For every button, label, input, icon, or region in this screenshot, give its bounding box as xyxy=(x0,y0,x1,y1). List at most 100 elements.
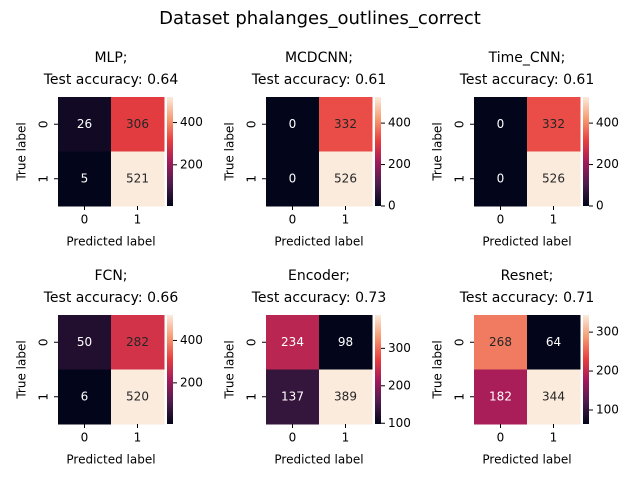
colorbar-tick-label: 200 xyxy=(388,157,411,171)
subplot-title: Test accuracy: 0.61 xyxy=(251,72,387,88)
colorbar-tick-label: 200 xyxy=(388,378,411,392)
x-axis-label: Predicted label xyxy=(66,453,155,467)
figure-title: Dataset phalanges_outlines_correct xyxy=(159,8,481,29)
colorbar-tick-label: 0 xyxy=(388,199,396,213)
subplot-title: Time_CNN; xyxy=(488,50,566,66)
heatmap-cell xyxy=(474,315,528,370)
y-tick-label: 0 xyxy=(245,120,259,128)
colorbar xyxy=(167,97,173,206)
heatmap-cell xyxy=(266,369,320,425)
cell-label: 64 xyxy=(546,335,561,349)
x-axis-label: Predicted label xyxy=(482,235,571,249)
cell-label: 526 xyxy=(334,171,357,185)
colorbar-tick-label: 300 xyxy=(388,341,411,355)
colorbar-tick-label: 200 xyxy=(596,364,619,378)
cell-label: 520 xyxy=(126,389,149,403)
y-axis-label: True label xyxy=(431,122,445,181)
heatmap-cell xyxy=(111,97,165,152)
x-tick-label: 0 xyxy=(289,431,297,445)
heatmap-cell xyxy=(527,151,581,207)
colorbar xyxy=(167,315,173,424)
heatmap-cell xyxy=(527,315,581,370)
cell-label: 282 xyxy=(126,335,149,349)
heatmap-cell xyxy=(111,315,165,370)
cell-label: 26 xyxy=(77,117,92,131)
y-tick-label: 1 xyxy=(453,393,467,401)
y-tick-label: 1 xyxy=(245,175,259,183)
x-axis-label: Predicted label xyxy=(274,453,363,467)
colorbar xyxy=(583,315,589,424)
subplot-title: Test accuracy: 0.71 xyxy=(459,290,595,306)
x-tick-label: 1 xyxy=(134,431,142,445)
y-tick-label: 0 xyxy=(453,338,467,346)
cell-label: 0 xyxy=(497,117,505,131)
x-tick-label: 1 xyxy=(550,431,558,445)
cell-label: 137 xyxy=(281,389,304,403)
cell-label: 0 xyxy=(289,171,297,185)
colorbar-tick-label: 200 xyxy=(596,157,619,171)
subplot-title: Test accuracy: 0.73 xyxy=(251,290,387,306)
colorbar xyxy=(583,97,589,206)
y-axis-label: True label xyxy=(15,340,29,399)
cell-label: 50 xyxy=(77,335,92,349)
subplot-title: Test accuracy: 0.61 xyxy=(459,72,595,88)
cell-label: 389 xyxy=(334,389,357,403)
heatmap-cell xyxy=(111,369,165,425)
colorbar-tick-label: 400 xyxy=(596,116,619,130)
y-tick-label: 0 xyxy=(245,338,259,346)
cell-label: 306 xyxy=(126,117,149,131)
colorbar xyxy=(375,315,381,424)
cell-label: 5 xyxy=(81,171,89,185)
cell-label: 332 xyxy=(542,117,565,131)
x-axis-label: Predicted label xyxy=(482,453,571,467)
heatmap-cell xyxy=(527,97,581,152)
cell-label: 182 xyxy=(489,389,512,403)
heatmap-cell xyxy=(527,369,581,425)
y-tick-label: 1 xyxy=(37,175,51,183)
cell-label: 6 xyxy=(81,389,89,403)
heatmap-cell xyxy=(58,97,112,152)
colorbar-tick-label: 400 xyxy=(180,115,203,129)
cell-label: 521 xyxy=(126,171,149,185)
x-axis-label: Predicted label xyxy=(274,235,363,249)
x-tick-label: 1 xyxy=(342,431,350,445)
heatmap-cell xyxy=(58,315,112,370)
heatmap-cell xyxy=(58,369,112,425)
y-axis-label: True label xyxy=(223,122,237,181)
y-tick-label: 1 xyxy=(37,393,51,401)
cell-label: 332 xyxy=(334,117,357,131)
subplot-title: FCN; xyxy=(94,268,127,284)
heatmap-cell xyxy=(319,151,373,207)
colorbar-tick-label: 300 xyxy=(596,325,619,339)
heatmap-cell xyxy=(266,97,320,152)
heatmap-cell xyxy=(319,97,373,152)
heatmap-cell xyxy=(474,151,528,207)
x-tick-label: 0 xyxy=(81,213,89,227)
y-axis-label: True label xyxy=(431,340,445,399)
x-axis-label: Predicted label xyxy=(66,235,155,249)
colorbar-tick-label: 200 xyxy=(180,375,203,389)
heatmap-cell xyxy=(111,151,165,207)
cell-label: 98 xyxy=(338,335,353,349)
subplot-title: Encoder; xyxy=(288,268,350,284)
subplot-title: Test accuracy: 0.64 xyxy=(43,72,179,88)
x-tick-label: 0 xyxy=(497,431,505,445)
colorbar-tick-label: 100 xyxy=(596,402,619,416)
colorbar-tick-label: 100 xyxy=(388,416,411,430)
colorbar-tick-label: 400 xyxy=(180,333,203,347)
colorbar xyxy=(375,97,381,206)
cell-label: 268 xyxy=(489,335,512,349)
cell-label: 0 xyxy=(497,171,505,185)
x-tick-label: 1 xyxy=(134,213,142,227)
x-tick-label: 0 xyxy=(497,213,505,227)
heatmap-cell xyxy=(319,315,373,370)
y-tick-label: 0 xyxy=(37,120,51,128)
y-axis-label: True label xyxy=(15,122,29,181)
y-tick-label: 0 xyxy=(453,120,467,128)
subplot-title: MLP; xyxy=(94,50,127,66)
x-tick-label: 1 xyxy=(342,213,350,227)
heatmap-cell xyxy=(58,151,112,207)
x-tick-label: 0 xyxy=(289,213,297,227)
y-tick-label: 1 xyxy=(453,175,467,183)
